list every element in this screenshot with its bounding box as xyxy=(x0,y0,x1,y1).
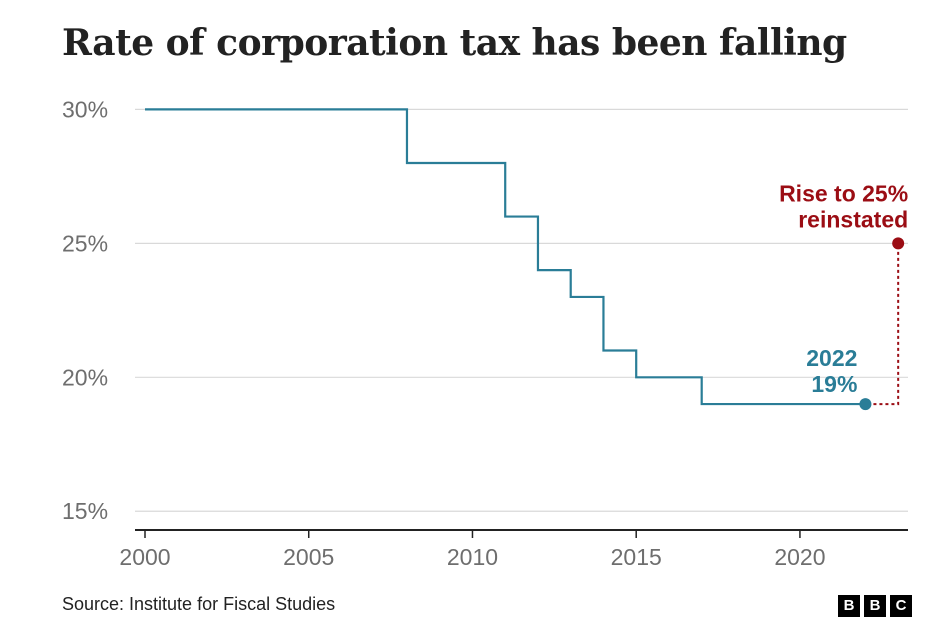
y-tick-label: 20% xyxy=(62,364,108,390)
annotation-rise-label: Rise to 25% xyxy=(779,180,908,206)
rise-connector xyxy=(873,249,900,406)
x-tick-label: 2010 xyxy=(447,544,498,570)
marker-25 xyxy=(892,237,905,250)
annotation-rise-label: reinstated xyxy=(798,206,908,232)
logo-letter: C xyxy=(890,595,912,617)
annotation-2022-label: 19% xyxy=(811,371,857,397)
logo-letter: B xyxy=(864,595,886,617)
data-series xyxy=(145,108,866,406)
y-tick-label: 30% xyxy=(62,96,108,122)
logo-letter: B xyxy=(838,595,860,617)
chart-area: 30% 25% 20% 15% 2000 2005 2010 2015 2020 202219… xyxy=(62,96,908,570)
x-axis: 2000 2005 2010 2015 2020 xyxy=(119,529,908,570)
source-note: Source: Institute for Fiscal Studies xyxy=(62,594,336,614)
y-tick-label: 15% xyxy=(62,498,108,524)
x-tick-label: 2000 xyxy=(119,544,170,570)
marker-2022 xyxy=(859,398,872,411)
x-tick-label: 2020 xyxy=(774,544,825,570)
annotation-2022-label: 2022 xyxy=(806,345,857,371)
gridlines: 30% 25% 20% 15% xyxy=(62,96,908,524)
y-tick-label: 25% xyxy=(62,230,108,256)
x-tick-label: 2005 xyxy=(283,544,334,570)
x-tick-label: 2015 xyxy=(611,544,662,570)
series-line xyxy=(145,108,866,406)
bbc-logo: B B C xyxy=(838,595,912,617)
chart-title: Rate of corporation tax has been falling xyxy=(62,22,847,64)
